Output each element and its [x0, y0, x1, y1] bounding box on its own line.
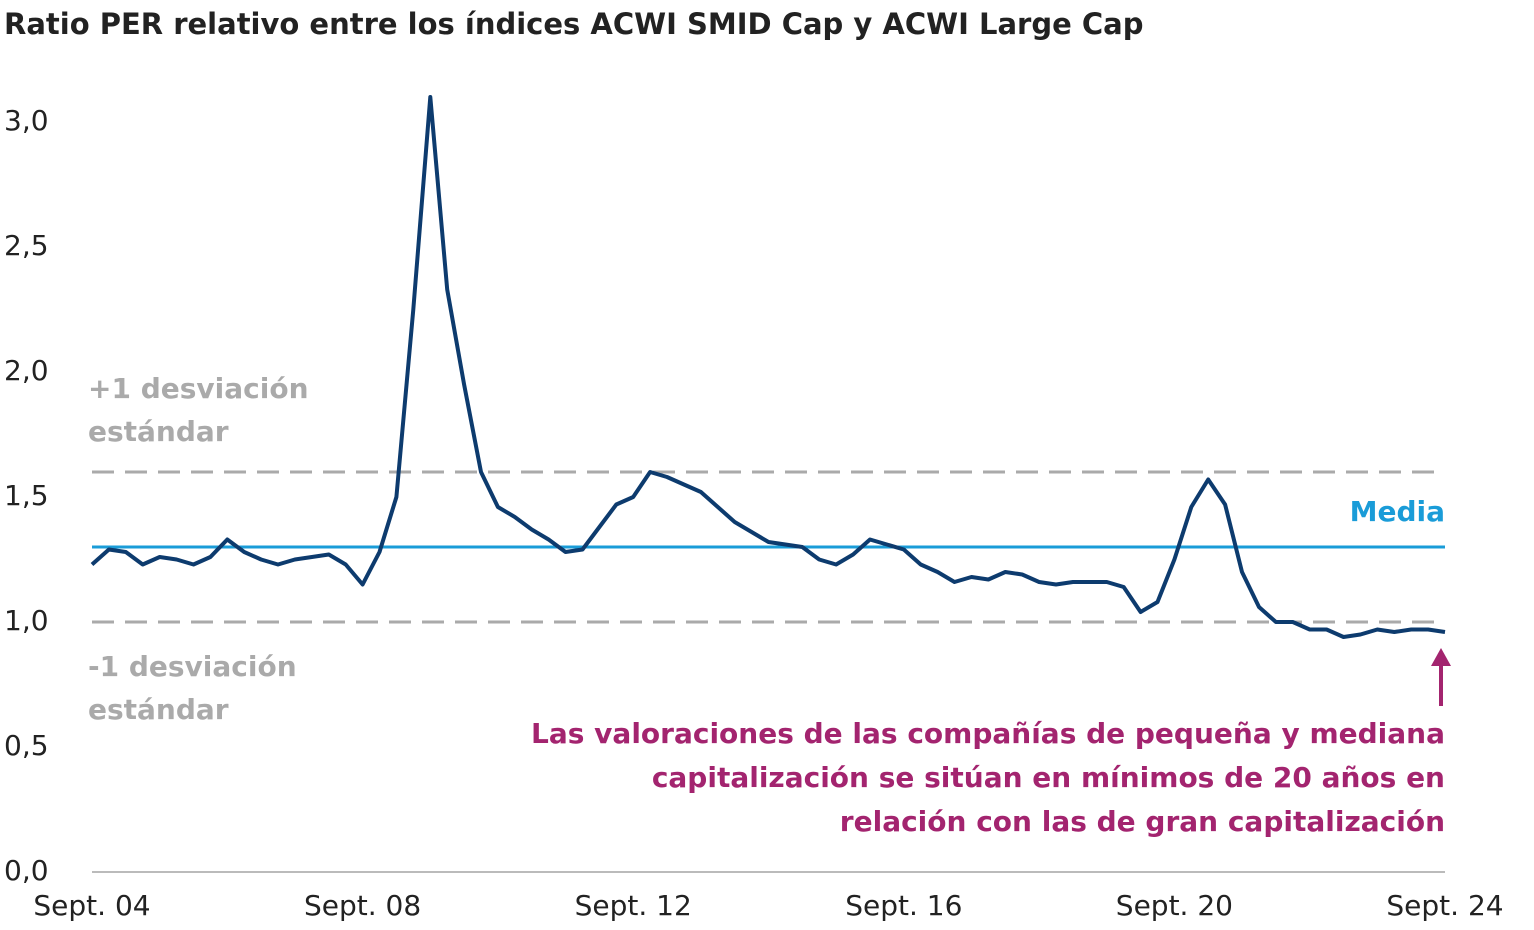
data-line — [90, 95, 1446, 639]
x-tick-label: Sept. 04 — [33, 889, 150, 922]
x-tick-label: Sept. 16 — [845, 889, 962, 922]
y-tick-label: 1,5 — [4, 479, 49, 512]
reference-label: +1 desviación — [88, 372, 309, 405]
x-tick-label: Sept. 12 — [575, 889, 692, 922]
reference-label: Media — [1350, 495, 1445, 528]
y-tick-label: 0,0 — [4, 854, 49, 887]
annotation: Las valoraciones de las compañías de peq… — [531, 717, 1445, 750]
reference-label: estándar — [88, 415, 229, 448]
y-tick-label: 3,0 — [4, 104, 49, 137]
y-tick-label: 1,0 — [4, 604, 49, 637]
annotation-arrowhead — [1431, 648, 1451, 666]
y-tick-label: 2,5 — [4, 229, 49, 262]
annotation: relación con las de gran capitalización — [840, 805, 1445, 838]
reference-label: estándar — [88, 693, 229, 726]
y-tick-label: 0,5 — [4, 729, 49, 762]
y-tick-label: 2,0 — [4, 354, 49, 387]
annotation: capitalización se sitúan en mínimos de 2… — [652, 761, 1445, 794]
x-tick-label: Sept. 24 — [1386, 889, 1503, 922]
x-tick-label: Sept. 08 — [304, 889, 421, 922]
reference-label: -1 desviación — [88, 650, 297, 683]
chart-title: Ratio PER relativo entre los índices ACW… — [4, 7, 1143, 41]
x-tick-label: Sept. 20 — [1116, 889, 1233, 922]
